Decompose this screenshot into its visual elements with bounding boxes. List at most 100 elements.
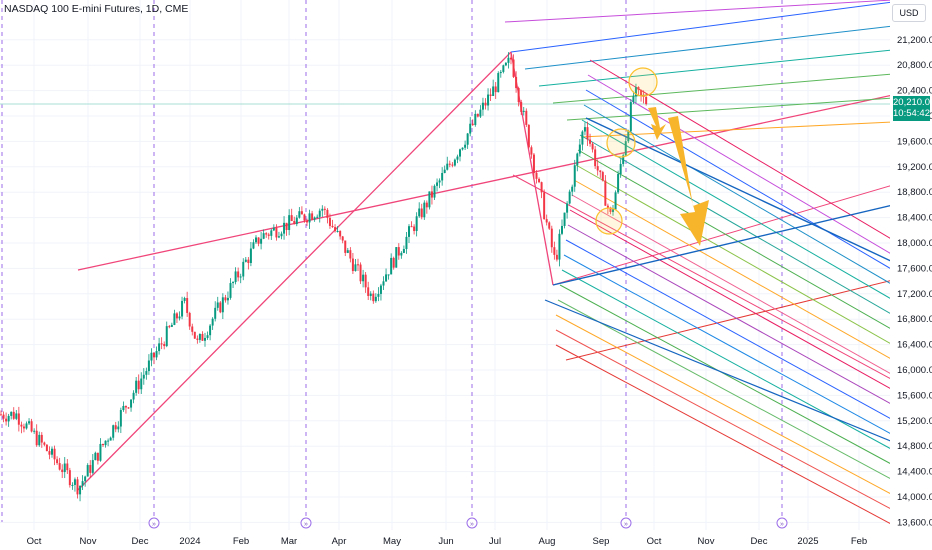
candle-body xyxy=(354,264,357,272)
price-tick-label: 17,600.00 xyxy=(897,263,932,274)
upper-fan-line xyxy=(566,97,894,121)
candle-body xyxy=(43,442,46,445)
time-tick-label: Nov xyxy=(80,536,97,547)
candle-body xyxy=(420,208,423,218)
candle-body xyxy=(341,236,344,241)
candle-body xyxy=(10,411,13,416)
candle-body xyxy=(548,222,551,229)
candle-body xyxy=(51,448,53,455)
candle-body xyxy=(372,293,375,302)
candle-body xyxy=(94,452,97,461)
candle-body xyxy=(226,297,229,301)
pivot-line xyxy=(565,279,894,361)
channel-line xyxy=(579,134,894,316)
candle-body xyxy=(456,156,459,160)
candle-body xyxy=(79,485,82,495)
candle-body xyxy=(374,296,377,302)
candle-body xyxy=(397,247,400,256)
candle-body xyxy=(25,423,28,429)
time-tick-label: 2024 xyxy=(179,536,200,547)
candle-body xyxy=(405,236,408,250)
candle-body xyxy=(53,448,56,460)
candle-body xyxy=(135,380,138,393)
candle-body xyxy=(481,102,484,110)
candle-body xyxy=(515,76,518,89)
pivot-line xyxy=(552,184,894,286)
candle-body xyxy=(188,312,191,327)
candle-body xyxy=(318,210,321,217)
candle-body xyxy=(122,405,125,411)
channel-line xyxy=(573,179,894,361)
candle-body xyxy=(362,274,365,282)
price-tick-label: 16,400.00 xyxy=(897,340,932,351)
price-tick-label: 15,600.00 xyxy=(897,390,932,401)
candle-body xyxy=(530,147,533,155)
candle-body xyxy=(303,214,306,221)
candle-body xyxy=(277,236,280,238)
candle-body xyxy=(73,479,76,485)
candle-body xyxy=(487,94,490,106)
price-tick-label: 14,400.00 xyxy=(897,467,932,478)
candle-body xyxy=(466,133,469,145)
candle-body xyxy=(186,298,189,313)
candle-body xyxy=(561,225,563,234)
down-arrow-large xyxy=(668,116,709,246)
candle-body xyxy=(311,213,314,220)
candle-body xyxy=(632,96,635,103)
currency-button[interactable]: USD xyxy=(892,4,926,22)
candle-body xyxy=(617,174,620,193)
candle-body xyxy=(232,282,235,284)
channel-line xyxy=(555,329,894,511)
candle-body xyxy=(193,331,196,339)
time-tick-label: Oct xyxy=(647,536,662,547)
candle-body xyxy=(265,233,268,235)
candle-body xyxy=(244,259,247,262)
candle-body xyxy=(428,191,431,208)
candle-body xyxy=(119,410,122,427)
candle-body xyxy=(502,65,505,72)
candle-body xyxy=(555,254,558,260)
candle-body xyxy=(484,102,487,106)
candle-body xyxy=(142,374,145,379)
candle-body xyxy=(614,192,617,210)
candle-body xyxy=(298,211,301,218)
price-axis[interactable]: 13,600.00 14,000.00 14,400.00 14,800.00 15,2… xyxy=(890,0,932,550)
channel-line xyxy=(559,284,894,466)
candle-body xyxy=(168,326,171,328)
candle-body xyxy=(283,222,286,234)
price-tick-label: 13,600.00 xyxy=(897,517,932,528)
channel-line xyxy=(565,239,894,421)
candle-body xyxy=(155,351,158,358)
event-marker xyxy=(620,517,632,529)
candle-body xyxy=(334,227,337,232)
candle-body xyxy=(433,185,436,198)
candle-body xyxy=(476,113,479,117)
candle-body xyxy=(609,207,612,212)
candle-body xyxy=(145,371,148,375)
candle-body xyxy=(408,226,410,237)
candle-body xyxy=(425,202,428,208)
price-tick-label: 16,000.00 xyxy=(897,365,932,376)
candle-body xyxy=(323,208,326,210)
candle-body xyxy=(474,113,477,125)
candle-body xyxy=(359,264,362,282)
candle-body xyxy=(448,163,451,165)
candle-body xyxy=(637,87,640,90)
candle-body xyxy=(499,71,502,74)
annotations xyxy=(595,67,709,246)
candle-body xyxy=(112,425,115,438)
candle-body xyxy=(594,149,597,167)
candle-body xyxy=(543,192,546,220)
candle-body xyxy=(117,426,120,430)
candle-body xyxy=(517,88,520,103)
price-tick-label: 21,200.00 xyxy=(897,35,932,46)
upper-fan-line xyxy=(510,1,894,53)
candle-body xyxy=(571,186,574,192)
candle-body xyxy=(38,434,41,446)
candle-body xyxy=(260,238,263,244)
price-axis-bg xyxy=(890,0,932,550)
candle-body xyxy=(336,230,339,232)
time-axis[interactable]: Oct Nov Dec 2024 Feb Mar Apr May Jun Jul Aug Sep Oct… xyxy=(0,517,932,550)
candle-body xyxy=(66,463,69,471)
